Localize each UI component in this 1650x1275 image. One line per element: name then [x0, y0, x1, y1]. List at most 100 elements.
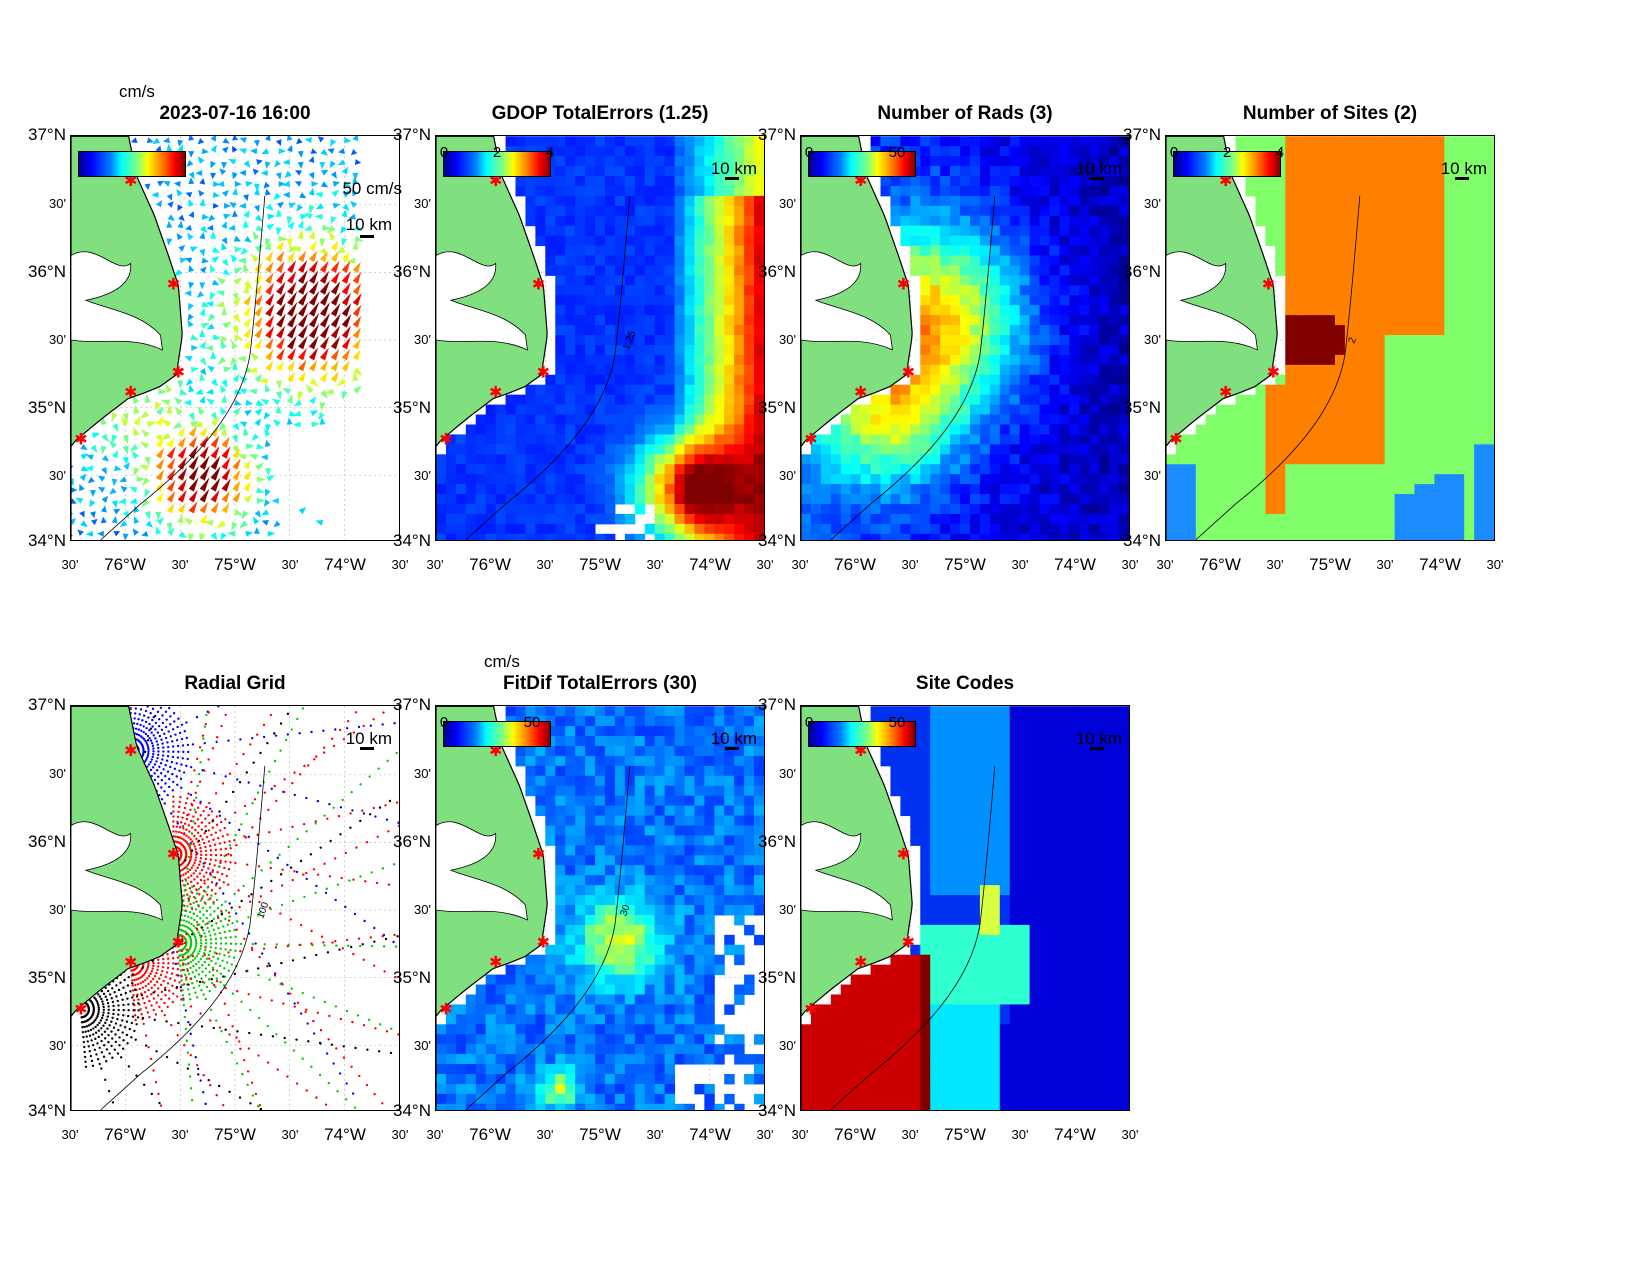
current-vector: [216, 180, 225, 187]
radial-grid-point: [141, 719, 144, 722]
data-cell: [1089, 335, 1100, 346]
data-cell: [565, 175, 576, 187]
data-cell: [940, 195, 951, 207]
current-vector: [263, 411, 271, 420]
radial-grid-point: [322, 751, 326, 754]
data-cell: [734, 305, 745, 316]
current-vector: [298, 250, 307, 262]
data-cell: [1424, 484, 1435, 495]
data-cell: [1394, 295, 1406, 306]
radar-site-marker: ✱: [124, 385, 137, 402]
data-cell: [1454, 136, 1465, 147]
data-cell: [1295, 474, 1306, 485]
data-cell: [1434, 384, 1445, 396]
current-vector: [305, 384, 314, 394]
radial-grid-point: [149, 712, 152, 715]
radial-grid-point: [213, 933, 217, 936]
data-cell: [535, 494, 546, 505]
data-cell: [1434, 146, 1445, 157]
current-vector: [248, 388, 258, 395]
current-vector: [237, 257, 247, 264]
data-cell: [734, 245, 745, 256]
radial-grid-point: [150, 774, 153, 778]
data-cell: [1354, 315, 1366, 326]
data-cell: [1079, 394, 1090, 406]
data-cell: [1059, 384, 1070, 396]
data-cell: [495, 503, 507, 515]
contour-line: [465, 195, 631, 540]
data-cell: [1334, 454, 1346, 465]
data-cell: [1285, 215, 1296, 227]
data-cell: [940, 265, 951, 276]
data-cell: [1325, 464, 1336, 475]
data-cell: [624, 494, 636, 505]
current-vector: [343, 181, 351, 188]
data-cell: [1454, 265, 1465, 276]
radial-grid-point: [150, 741, 154, 745]
current-vector: [141, 498, 150, 508]
data-cell: [614, 494, 626, 505]
data-cell: [1255, 444, 1266, 455]
data-cell: [1464, 215, 1475, 227]
data-cell: [714, 136, 725, 147]
data-cell: [714, 175, 725, 187]
data-cell: [900, 235, 911, 247]
data-cell: [475, 414, 487, 425]
radial-grid-point: [208, 821, 211, 825]
data-cell: [1424, 454, 1435, 465]
data-cell: [1119, 523, 1129, 535]
current-vector: [119, 476, 127, 482]
data-cell: [979, 444, 991, 455]
data-cell: [1364, 215, 1376, 227]
radial-grid-point: [177, 805, 181, 809]
data-cell: [1019, 344, 1031, 356]
data-cell: [989, 494, 1001, 505]
data-cell: [704, 175, 715, 187]
data-cell: [1166, 474, 1177, 485]
data-cell: [1069, 295, 1080, 306]
data-cell: [624, 533, 636, 540]
radial-grid-point: [203, 832, 206, 835]
data-cell: [724, 384, 735, 396]
data-cell: [1444, 394, 1455, 406]
data-cell: [585, 255, 596, 266]
data-cell: [820, 454, 832, 465]
data-cell: [555, 225, 566, 237]
data-cell: [754, 215, 764, 227]
radial-grid-point: [361, 809, 364, 812]
data-cell: [545, 474, 556, 485]
data-cell: [1414, 146, 1425, 157]
data-cell: [674, 354, 685, 366]
data-cell: [1364, 364, 1376, 376]
radial-grid-point: [192, 1044, 195, 1047]
radial-grid-point: [174, 733, 177, 736]
data-cell: [585, 136, 596, 147]
data-cell: [1334, 215, 1346, 227]
current-vector: [234, 399, 242, 406]
current-vector: [256, 476, 267, 483]
data-cell: [1019, 136, 1031, 147]
data-cell: [979, 344, 991, 356]
data-cell: [585, 285, 596, 296]
data-cell: [1109, 523, 1120, 535]
data-cell: [1364, 354, 1376, 366]
data-cell: [1185, 454, 1197, 465]
radial-grid-point: [210, 889, 214, 892]
data-cell: [654, 295, 666, 306]
data-cell: [989, 255, 1001, 266]
current-vector: [237, 454, 247, 461]
data-cell: [1394, 364, 1406, 376]
radial-grid-point: [204, 935, 207, 938]
data-cell: [910, 464, 921, 475]
data-cell: [1225, 404, 1237, 416]
data-cell: [525, 205, 536, 217]
data-cell: [1019, 523, 1031, 535]
data-cell: [734, 374, 745, 386]
radial-grid-point: [168, 723, 172, 726]
data-cell: [1464, 285, 1475, 296]
current-vector: [166, 193, 173, 201]
data-cell: [900, 136, 911, 147]
data-cell: [724, 146, 735, 157]
radial-grid-point: [176, 756, 180, 759]
data-cell: [1119, 503, 1129, 515]
